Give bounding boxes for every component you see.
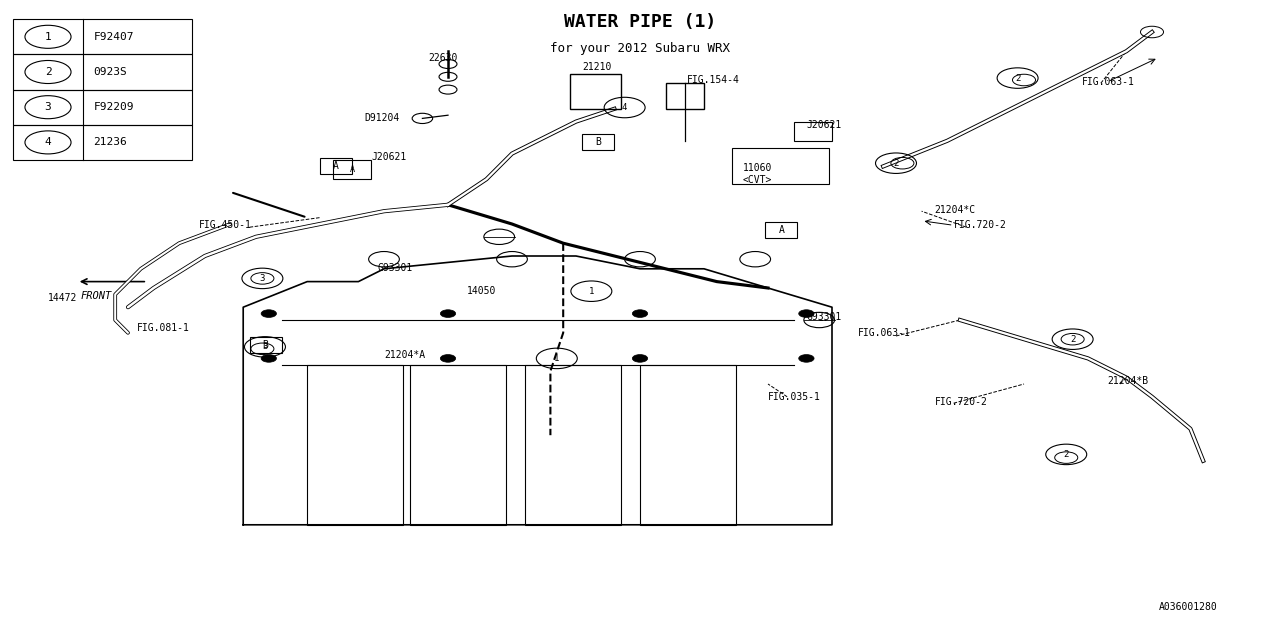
Text: 21210: 21210 <box>582 62 612 72</box>
Text: 21204*B: 21204*B <box>1107 376 1148 386</box>
Text: 2: 2 <box>1015 74 1020 83</box>
Text: 11060: 11060 <box>742 163 772 173</box>
Text: A036001280: A036001280 <box>1158 602 1217 612</box>
Text: 1: 1 <box>554 354 559 363</box>
Bar <box>525 365 621 525</box>
Bar <box>410 365 506 525</box>
Circle shape <box>632 310 648 317</box>
Text: 2: 2 <box>1064 450 1069 459</box>
Circle shape <box>632 355 648 362</box>
Text: G93301: G93301 <box>806 312 842 322</box>
Text: 1: 1 <box>45 32 51 42</box>
Bar <box>794 122 832 141</box>
Bar <box>13 125 192 160</box>
Text: 2: 2 <box>1070 335 1075 344</box>
Text: G93301: G93301 <box>378 262 413 273</box>
Text: 3: 3 <box>260 274 265 283</box>
Text: 22630: 22630 <box>429 52 458 63</box>
Text: B: B <box>595 138 602 147</box>
Text: 14472: 14472 <box>47 292 77 303</box>
Circle shape <box>799 355 814 362</box>
Text: <CVT>: <CVT> <box>742 175 772 186</box>
Text: 21236: 21236 <box>93 138 127 147</box>
Text: F92407: F92407 <box>93 32 134 42</box>
Circle shape <box>261 355 276 362</box>
Text: FIG.063-1: FIG.063-1 <box>858 328 910 338</box>
Text: for your 2012 Subaru WRX: for your 2012 Subaru WRX <box>550 42 730 54</box>
Bar <box>13 19 192 54</box>
Text: FRONT: FRONT <box>81 291 111 301</box>
Text: A: A <box>349 165 355 174</box>
Text: 2: 2 <box>45 67 51 77</box>
Bar <box>640 365 736 525</box>
Circle shape <box>261 310 276 317</box>
Circle shape <box>799 310 814 317</box>
Text: FIG.154-4: FIG.154-4 <box>687 75 740 85</box>
Bar <box>13 90 192 125</box>
Text: J20621: J20621 <box>806 120 842 130</box>
Bar <box>582 134 614 150</box>
Text: FIG.063-1: FIG.063-1 <box>1082 77 1134 87</box>
Text: A: A <box>778 225 785 235</box>
Text: 2: 2 <box>893 159 899 168</box>
Text: FIG.720-2: FIG.720-2 <box>954 220 1006 230</box>
Text: 21204*A: 21204*A <box>384 350 425 360</box>
Text: 4: 4 <box>45 138 51 147</box>
Bar <box>320 158 352 174</box>
Bar <box>250 337 282 353</box>
Bar <box>307 365 403 525</box>
Text: 3: 3 <box>262 342 268 351</box>
Text: FIG.720-2: FIG.720-2 <box>934 397 987 407</box>
Text: 4: 4 <box>622 103 627 112</box>
Text: D91204: D91204 <box>365 113 401 124</box>
Text: J20621: J20621 <box>371 152 407 162</box>
Text: 1: 1 <box>589 287 594 296</box>
Text: WATER PIPE (1): WATER PIPE (1) <box>564 13 716 31</box>
Text: B: B <box>262 340 269 350</box>
Text: FIG.035-1: FIG.035-1 <box>768 392 820 402</box>
Text: F92209: F92209 <box>93 102 134 112</box>
Bar <box>765 222 797 238</box>
Circle shape <box>440 355 456 362</box>
Text: 14050: 14050 <box>467 286 497 296</box>
Text: 21204*C: 21204*C <box>934 205 975 215</box>
Text: FIG.450-1: FIG.450-1 <box>198 220 251 230</box>
Text: 0923S: 0923S <box>93 67 127 77</box>
Bar <box>13 54 192 90</box>
Text: 3: 3 <box>45 102 51 112</box>
Text: A: A <box>333 161 339 171</box>
Circle shape <box>440 310 456 317</box>
Text: FIG.081-1: FIG.081-1 <box>137 323 189 333</box>
Bar <box>333 160 371 179</box>
